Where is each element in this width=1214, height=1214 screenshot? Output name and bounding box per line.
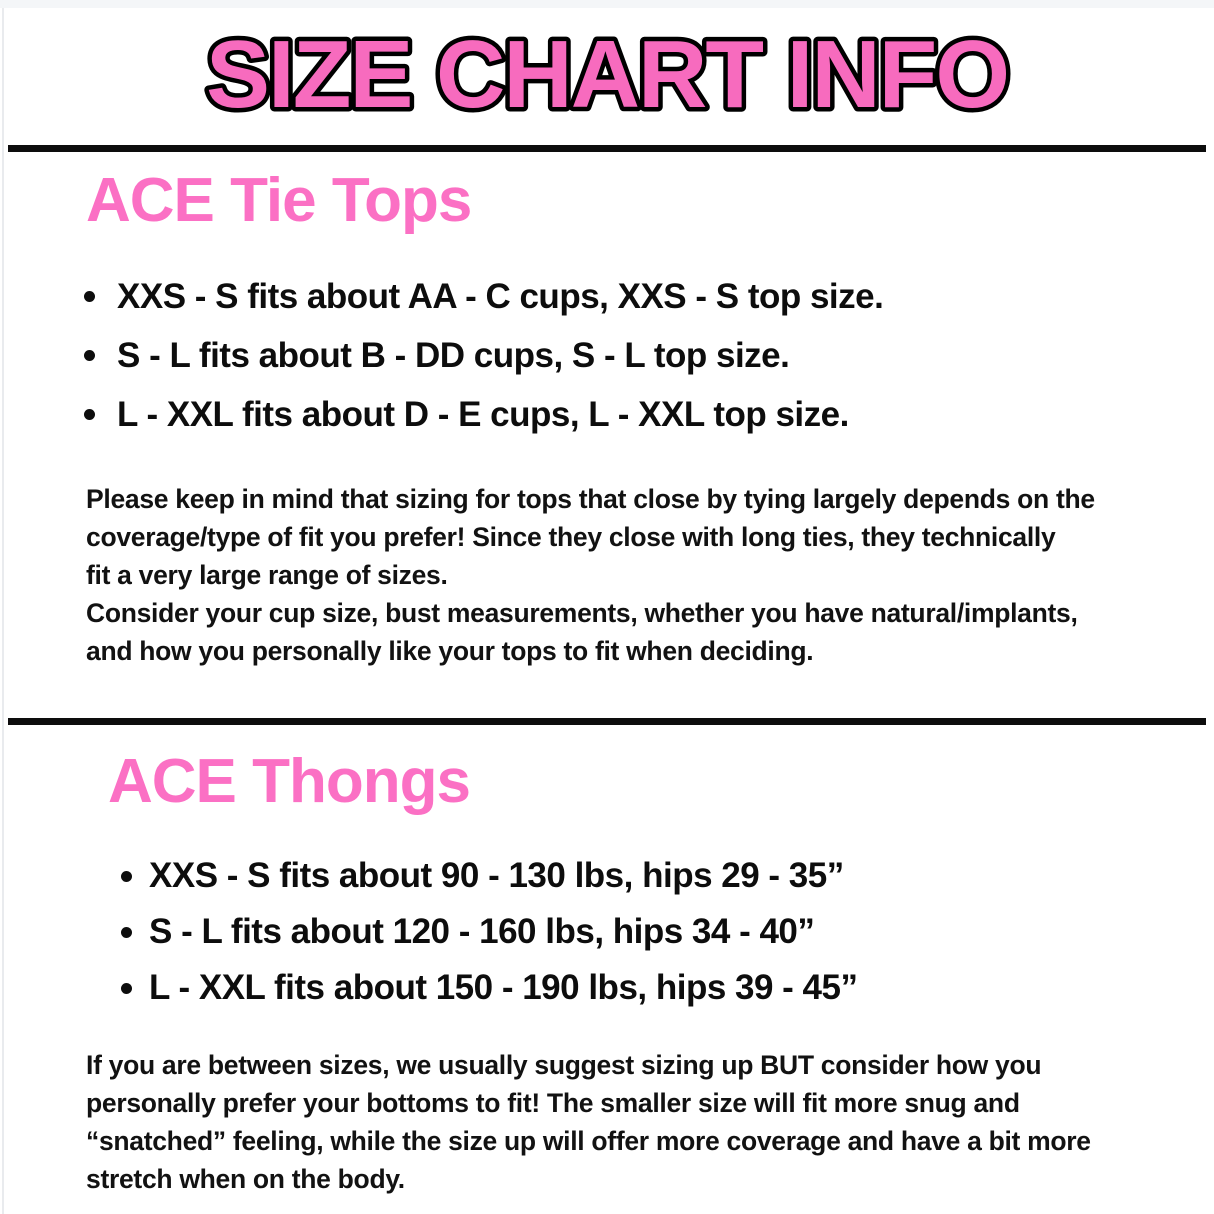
- bullet-text: S - L fits about B - DD cups, S - L top …: [117, 336, 790, 376]
- bullet-text: XXS - S fits about AA - C cups, XXS - S …: [117, 277, 884, 317]
- bullet-dot: [84, 350, 95, 362]
- page-title: SIZE CHART INFO: [206, 21, 1008, 128]
- divider-top: [8, 145, 1206, 152]
- section-ace-tie-tops: ACE Tie Tops XXS - S fits about AA - C c…: [0, 168, 1214, 670]
- bullet-text: L - XXL fits about D - E cups, L - XXL t…: [117, 395, 849, 435]
- size-chart-infographic: SIZE CHART INFO ACE Tie Tops XXS - S fit…: [0, 8, 1214, 1198]
- bullet-item: S - L fits about 120 - 160 lbs, hips 34 …: [121, 904, 1214, 960]
- bullet-dot: [121, 871, 132, 883]
- section-heading-tie-tops: ACE Tie Tops: [86, 166, 472, 235]
- bullet-dot: [84, 409, 95, 421]
- title-graphic: SIZE CHART INFO: [202, 17, 1015, 133]
- tie-tops-sizing-note: Please keep in mind that sizing for tops…: [86, 484, 1095, 667]
- title-banner: SIZE CHART INFO: [0, 8, 1214, 145]
- bullet-item: XXS - S fits about AA - C cups, XXS - S …: [84, 267, 1214, 326]
- tie-tops-bullet-list: XXS - S fits about AA - C cups, XXS - S …: [0, 267, 1214, 444]
- bullet-text: S - L fits about 120 - 160 lbs, hips 34 …: [149, 912, 815, 952]
- thongs-sizing-note: If you are between sizes, we usually sug…: [86, 1050, 1091, 1195]
- page-top-edge: [0, 0, 1214, 8]
- thongs-bullet-list: XXS - S fits about 90 - 130 lbs, hips 29…: [0, 848, 1214, 1016]
- bullet-dot: [121, 927, 132, 939]
- section-heading-thongs: ACE Thongs: [108, 747, 471, 817]
- bullet-item: L - XXL fits about D - E cups, L - XXL t…: [84, 385, 1214, 444]
- bullet-item: S - L fits about B - DD cups, S - L top …: [84, 326, 1214, 385]
- page-left-edge: [2, 8, 4, 1214]
- bullet-item: L - XXL fits about 150 - 190 lbs, hips 3…: [121, 960, 1214, 1016]
- bullet-text: XXS - S fits about 90 - 130 lbs, hips 29…: [149, 856, 844, 896]
- bullet-text: L - XXL fits about 150 - 190 lbs, hips 3…: [149, 968, 858, 1008]
- divider-middle: [8, 718, 1206, 726]
- bullet-dot: [84, 291, 95, 303]
- bullet-item: XXS - S fits about 90 - 130 lbs, hips 29…: [121, 848, 1214, 904]
- bullet-dot: [121, 983, 132, 995]
- section-ace-thongs: ACE Thongs XXS - S fits about 90 - 130 l…: [0, 749, 1214, 1198]
